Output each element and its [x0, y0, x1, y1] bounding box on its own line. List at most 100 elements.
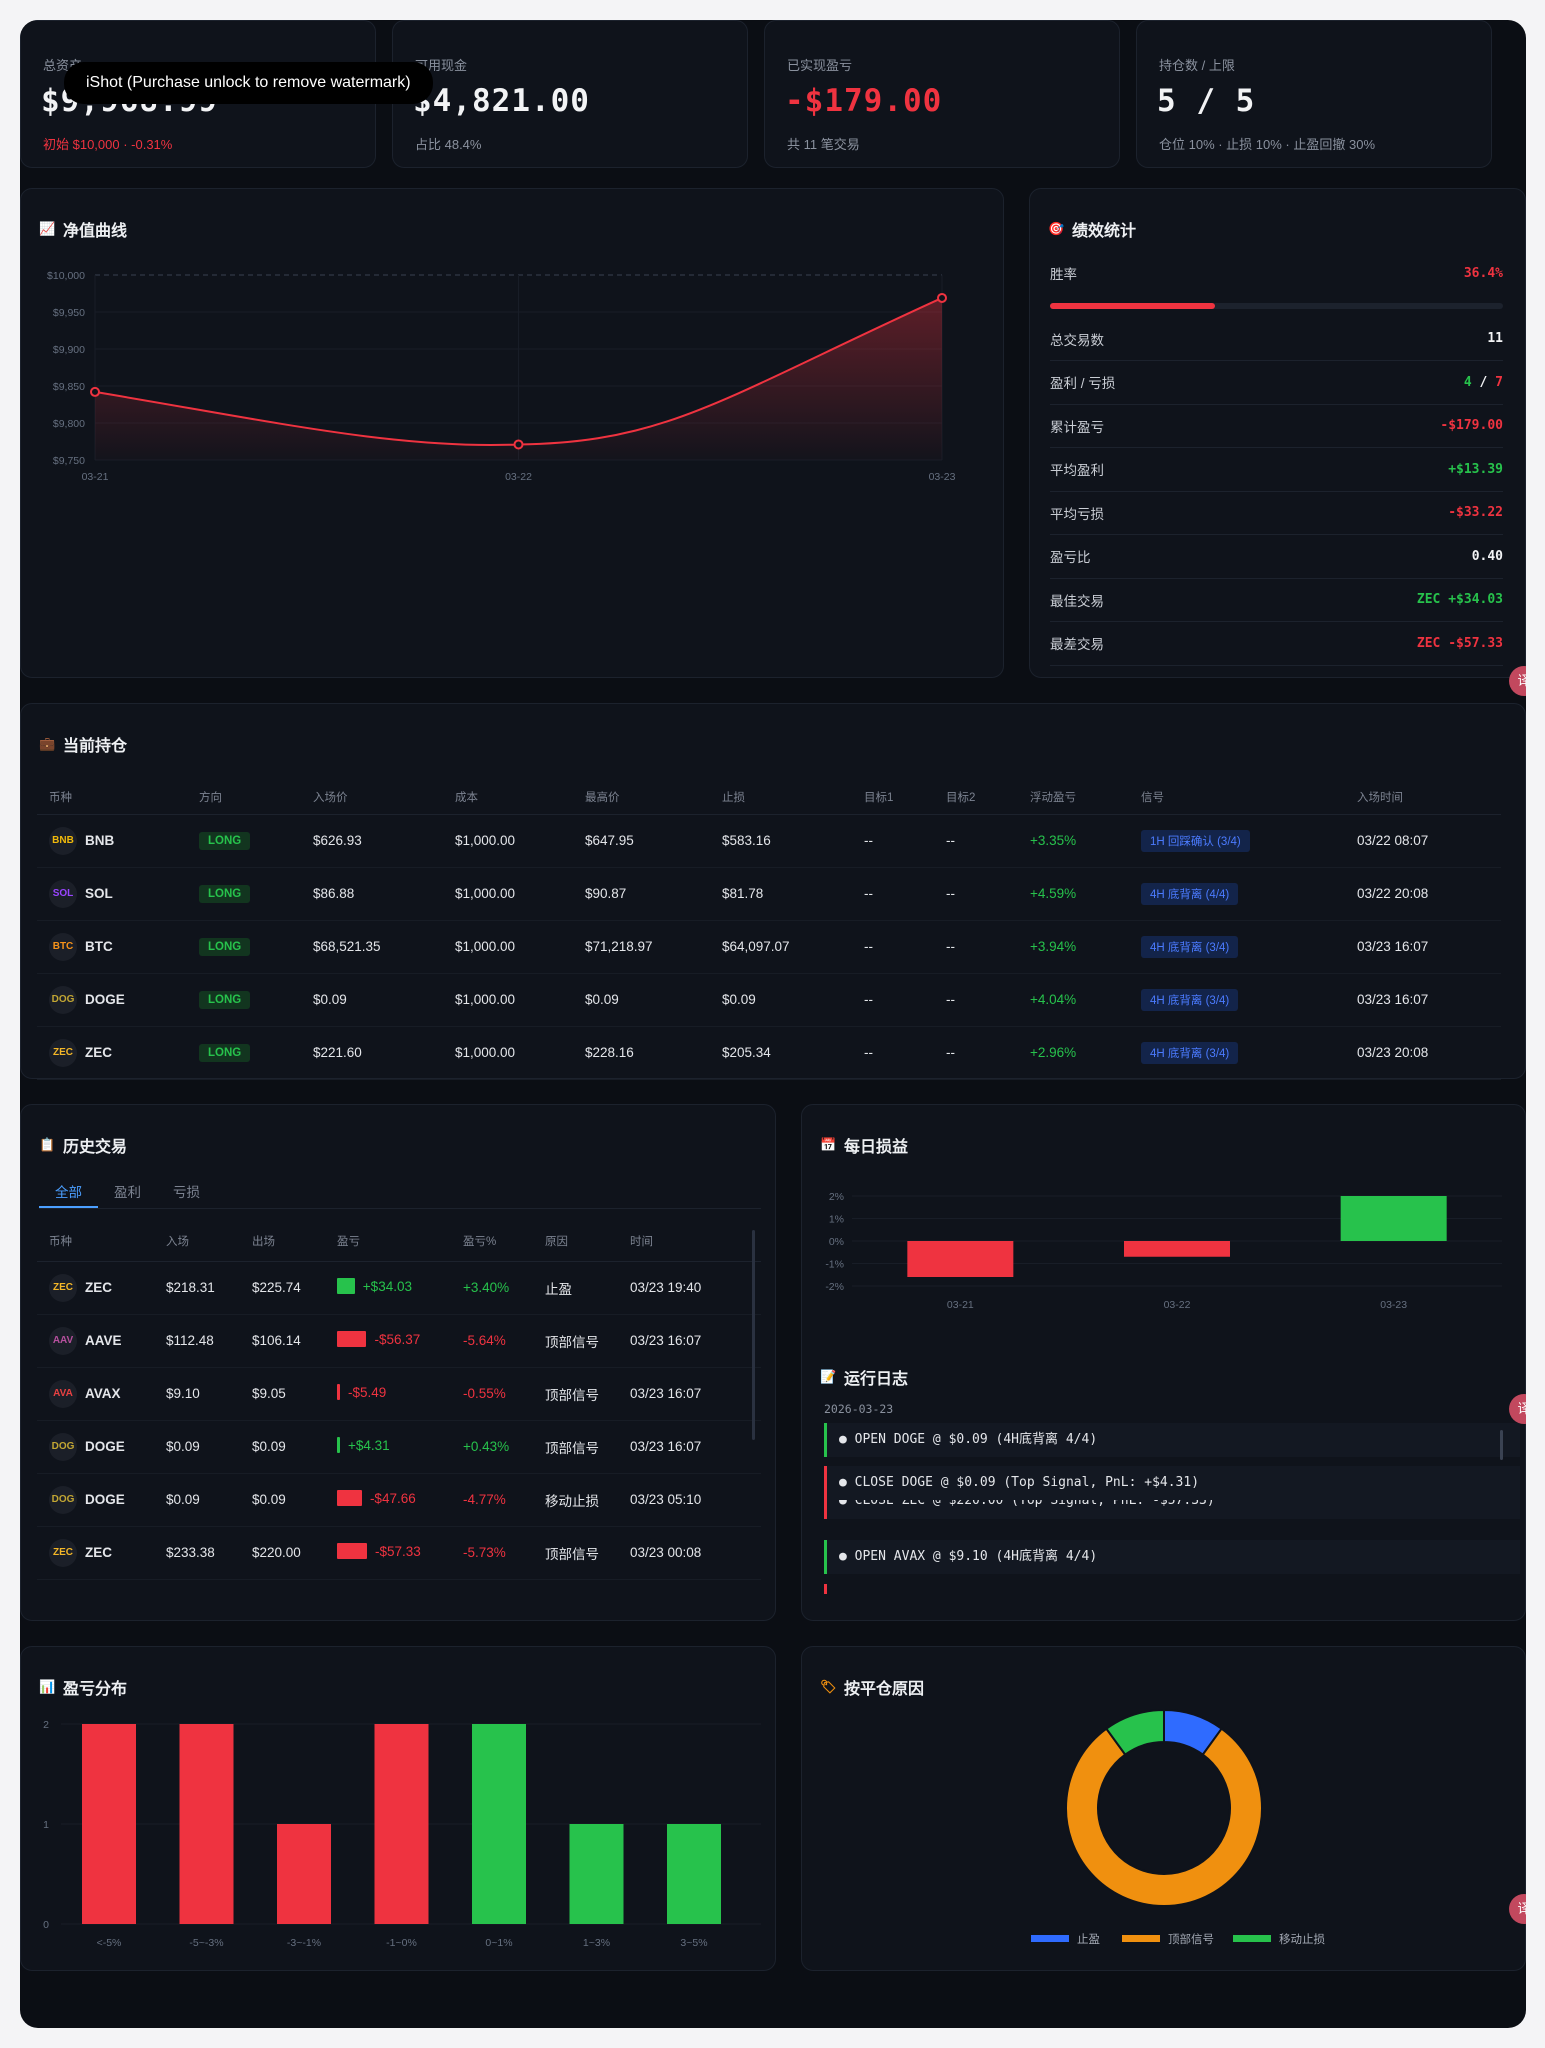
coin-name: ZEC [85, 1545, 112, 1560]
pnl-bar [337, 1490, 362, 1506]
tab-2[interactable]: 亏损 [173, 1185, 200, 1200]
stop-loss: $583.16 [710, 814, 852, 868]
perf-value: 0.40 [1471, 548, 1503, 564]
table-row[interactable]: AAV AAVE $112.48 $106.14 -$56.37 -5.64% 顶部信号 03… [37, 1314, 761, 1368]
pnl-cell: +$4.31 [325, 1420, 451, 1474]
legend-swatch [1233, 1935, 1271, 1942]
win-count: 4 [1463, 374, 1472, 390]
target-2: -- [934, 920, 1018, 974]
log-scrollbar[interactable] [1500, 1430, 1503, 1460]
bar [472, 1724, 526, 1924]
close-reason: 顶部信号 [533, 1367, 618, 1421]
stat-card: 持仓数 / 上限 5 / 5 仓位 10% · 止损 10% · 止盈回撤 30% [1136, 20, 1492, 168]
target-2: -- [934, 973, 1018, 1027]
table-row[interactable]: ZEC ZEC LONG $221.60 $1,000.00 $228.16 $205.34… [37, 1026, 1501, 1080]
translate-icon[interactable]: 译 [1509, 1394, 1526, 1424]
coin-name: DOGE [85, 1439, 125, 1454]
legend-label: 移动止损 [1279, 1932, 1325, 1946]
stat-value: 5 / 5 [1157, 83, 1256, 119]
pnl-cell: -$56.37 [325, 1314, 451, 1368]
entry-price: $0.09 [154, 1420, 240, 1474]
reasons-title: 🏷 按平仓原因 [820, 1675, 924, 1699]
x-tick-label: -5~-3% [189, 1937, 223, 1949]
coin-name: AAVE [85, 1333, 122, 1348]
column-header: 出场 [240, 1221, 325, 1262]
reasons-title-text: 按平仓原因 [844, 1681, 925, 1698]
entry-price: $68,521.35 [301, 920, 443, 974]
table-row[interactable]: SOL SOL LONG $86.88 $1,000.00 $90.87 $81.78 -- -… [37, 867, 1501, 921]
daily-title-text: 每日损益 [844, 1139, 909, 1156]
entry-time: 03/22 08:07 [1345, 814, 1501, 868]
table-row[interactable]: BNB BNB LONG $626.93 $1,000.00 $647.95 $583.16… [37, 814, 1501, 868]
reasons-card: 🏷 按平仓原因 止盈 顶部信号 移动止损 [801, 1646, 1526, 1971]
pnl: +$34.03 [337, 1278, 412, 1294]
pnl-value: +$4.31 [348, 1437, 390, 1453]
coin: BTC BTC [49, 932, 113, 961]
table-row[interactable]: DOG DOGE $0.09 $0.09 -$47.66 -4.77% 移动止损 03/23 … [37, 1473, 761, 1527]
perf-row: 最佳交易 ZEC +$34.03 [1050, 578, 1503, 622]
table-row[interactable]: ZEC ZEC $233.38 $220.00 -$57.33 -5.73% 顶部信号 03/… [37, 1526, 761, 1580]
table-row[interactable]: BTC BTC LONG $68,521.35 $1,000.00 $71,218.97 $… [37, 920, 1501, 974]
positions-title: 💼 当前持仓 [39, 732, 127, 756]
entry-price: $626.93 [301, 814, 443, 868]
distribution-title: 📊 盈亏分布 [39, 1675, 127, 1699]
floating-pnl: +3.35% [1018, 814, 1129, 868]
perf-row: 平均盈利 +$13.39 [1050, 448, 1503, 492]
exit-price: $225.74 [240, 1261, 325, 1315]
high-price: $0.09 [573, 973, 710, 1027]
target-2: -- [934, 1026, 1018, 1080]
coin-cell: DOG DOGE [37, 1420, 154, 1474]
cost: $1,000.00 [443, 1026, 573, 1080]
perf-value: +$13.39 [1448, 461, 1503, 477]
log-line: ● OPEN AVAX @ $9.10 (4H底背离 4/4) [824, 1540, 1520, 1574]
stat-value: -$179.00 [785, 83, 943, 119]
column-header: 最高价 [573, 780, 710, 815]
x-tick-label: 0~1% [485, 1937, 512, 1949]
perf-row: 最差交易 ZEC -$57.33 [1050, 622, 1503, 666]
history-scrollbar[interactable] [752, 1230, 755, 1440]
win-rate-bar [1050, 303, 1503, 309]
target-1: -- [852, 867, 934, 921]
stat-label: 已实现盈亏 [787, 58, 853, 73]
pnl-value: -$47.66 [369, 1490, 416, 1506]
legend-swatch [1122, 1935, 1160, 1942]
performance-title-text: 绩效统计 [1072, 223, 1137, 240]
translate-icon[interactable]: 译 [1509, 666, 1526, 696]
tab-0[interactable]: 全部 [39, 1173, 98, 1208]
y-tick-label: $9,900 [53, 344, 85, 356]
table-row[interactable]: ZEC ZEC $218.31 $225.74 +$34.03 +3.40% 止盈 03/23… [37, 1261, 761, 1315]
coin-cell: AAV AAVE [37, 1314, 154, 1368]
entry-price: $86.88 [301, 867, 443, 921]
target-1: -- [852, 814, 934, 868]
direction-badge: LONG [199, 990, 251, 1009]
table-row[interactable]: DOG DOGE LONG $0.09 $1,000.00 $0.09 $0.09 -- -- +… [37, 973, 1501, 1027]
signal-cell: 4H 底背离 (3/4) [1129, 973, 1345, 1027]
pnl-cell: -$57.33 [325, 1526, 451, 1580]
clipboard-icon: 📋 [39, 1137, 56, 1152]
coin: ZEC ZEC [49, 1273, 112, 1302]
perf-row: 累计盈亏 -$179.00 [1050, 404, 1503, 448]
log-title-text: 运行日志 [844, 1371, 909, 1388]
equity-card: 📈 净值曲线 $9,750 $9,800 $9,850 $9,900 $9,950 $10… [20, 188, 1004, 678]
log-box[interactable]: ● OPEN DOGE @ $0.09 (4H底背离 4/4) ● CLOSE D… [802, 1417, 1526, 1607]
table-row[interactable]: DOG DOGE $0.09 $0.09 +$4.31 +0.43% 顶部信号 03/23 1… [37, 1420, 761, 1474]
column-header: 浮动盈亏 [1018, 780, 1129, 815]
column-header: 原因 [533, 1221, 618, 1262]
cost: $1,000.00 [443, 867, 573, 921]
column-header: 盈亏 [325, 1221, 451, 1262]
coin-icon: AVA [49, 1379, 77, 1408]
perf-row: 盈亏比 0.40 [1050, 535, 1503, 579]
exit-price: $9.05 [240, 1367, 325, 1421]
table-row[interactable]: AVA AVAX $9.10 $9.05 -$5.49 -0.55% 顶部信号 03/23 1… [37, 1367, 761, 1421]
legend-label: 顶部信号 [1168, 1932, 1214, 1946]
translate-icon[interactable]: 译 [1509, 1894, 1526, 1924]
high-price: $647.95 [573, 814, 710, 868]
y-tick-label: 1 [43, 1819, 49, 1831]
reasons-chart: 止盈 顶部信号 移动止损 [1031, 1709, 1325, 1946]
coin-cell: BTC BTC [37, 920, 187, 974]
x-tick-label: -3~-1% [287, 1937, 321, 1949]
tab-1[interactable]: 盈利 [114, 1185, 141, 1200]
x-tick-label: 03-22 [505, 471, 532, 483]
y-tick-label: 2 [43, 1719, 49, 1731]
perf-value: ZEC +$34.03 [1416, 592, 1503, 607]
